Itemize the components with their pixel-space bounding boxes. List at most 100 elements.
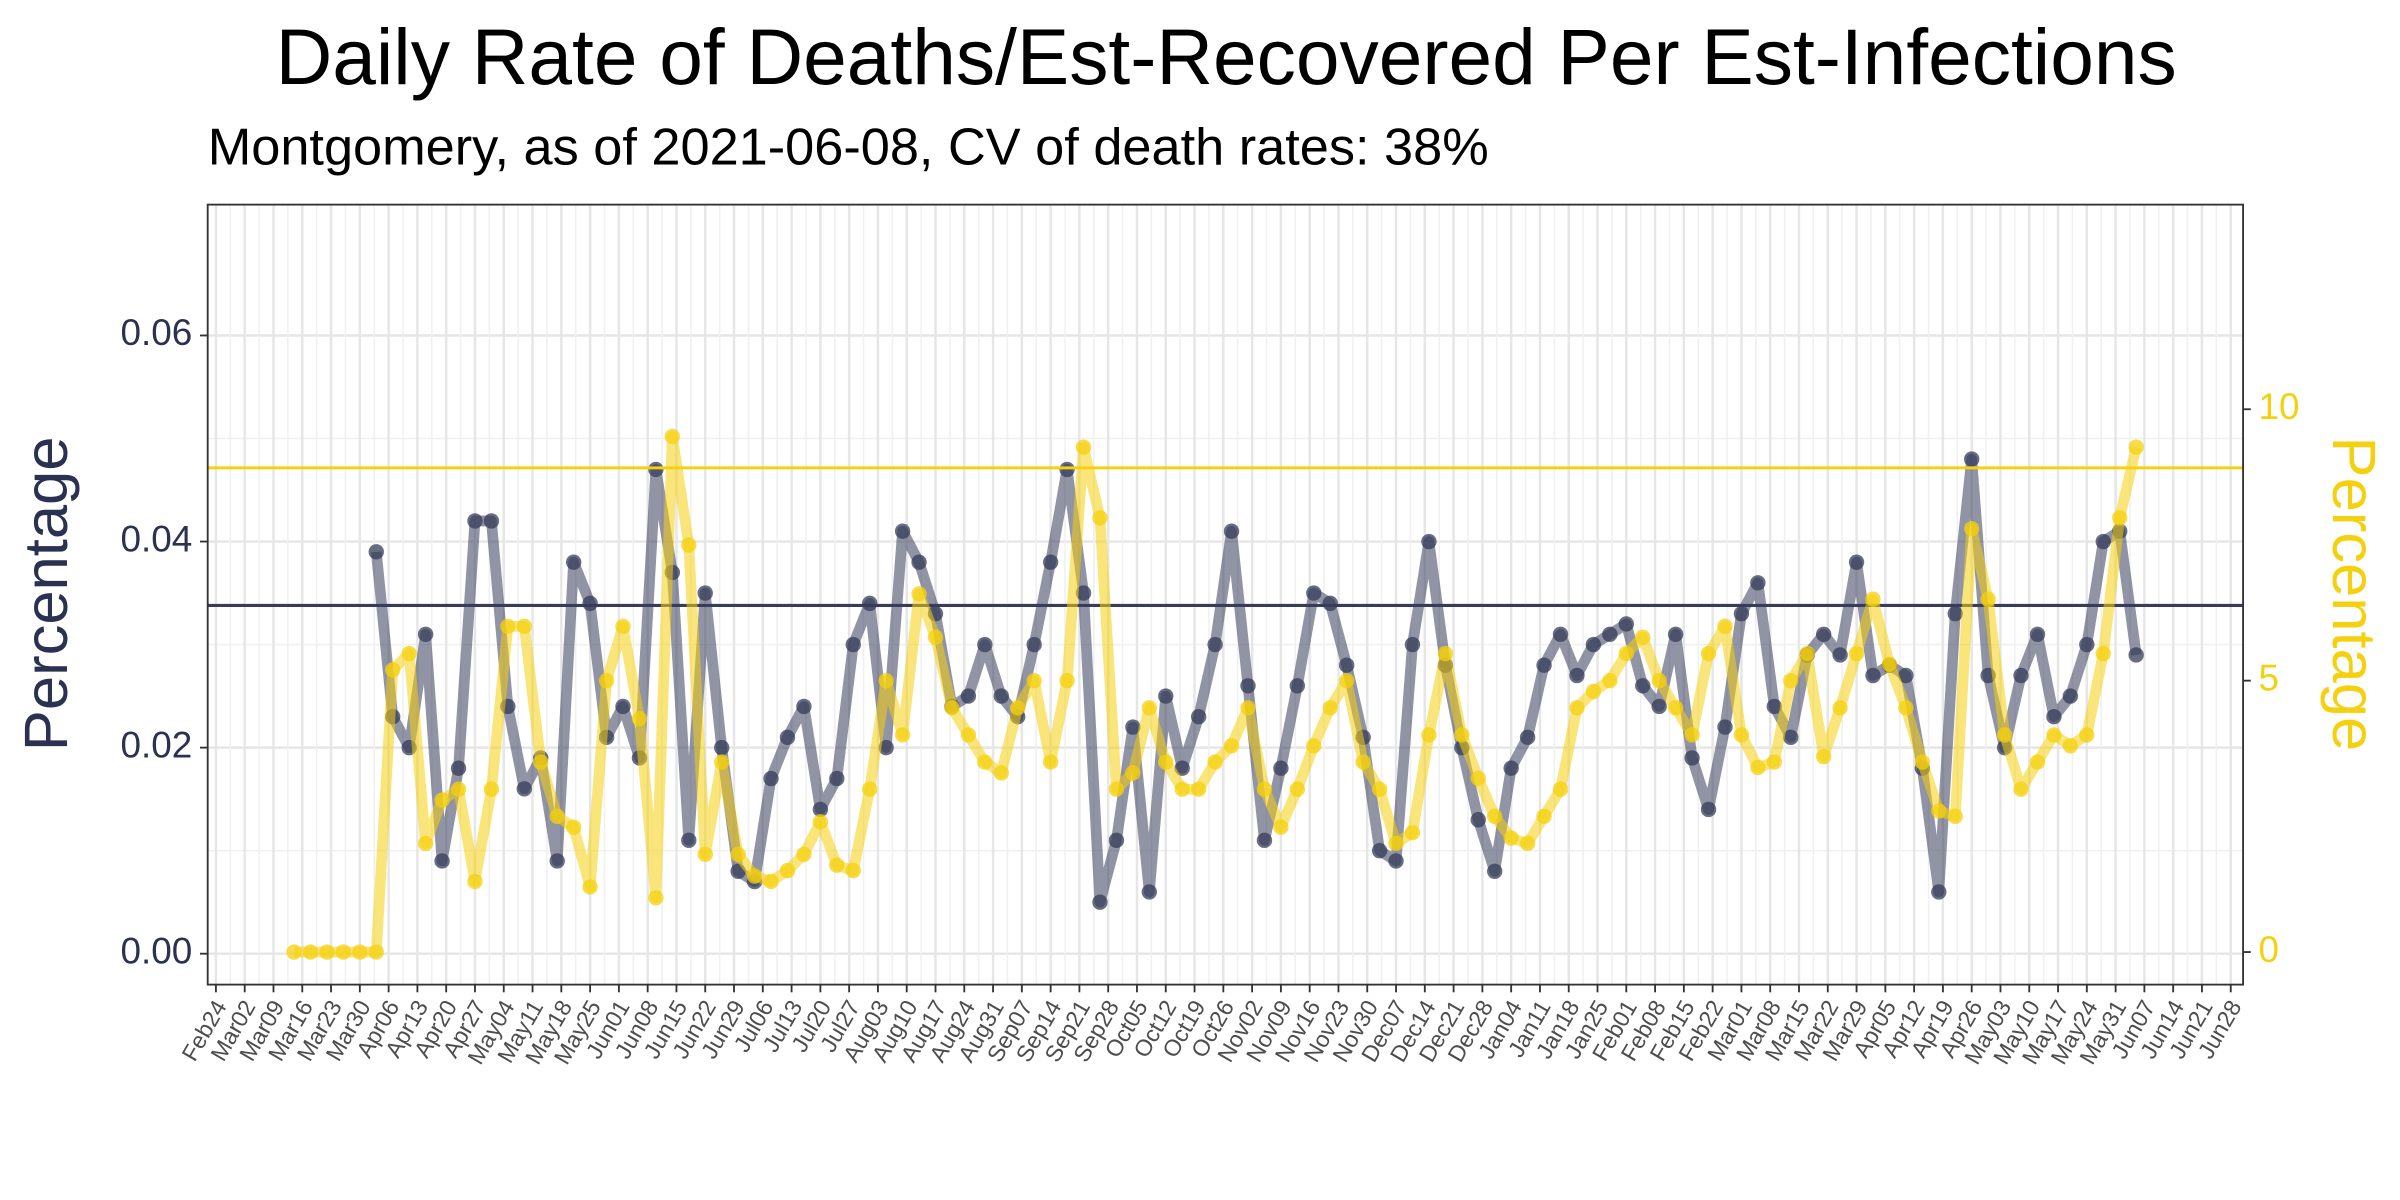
data-point [2095,645,2111,662]
data-point [1240,678,1256,694]
data-point [993,765,1009,781]
data-point [549,808,565,825]
data-point [1733,727,1750,743]
data-point [2046,709,2062,725]
data-point [681,832,697,849]
data-point [1042,554,1059,570]
data-point [1404,824,1421,841]
data-point [582,595,598,612]
data-point [1207,754,1223,770]
chart-title: Daily Rate of Deaths/Est-Recovered Per E… [276,13,2177,101]
data-point [1240,700,1256,716]
data-point [1141,700,1158,716]
data-point [2128,647,2144,663]
data-point [944,700,960,716]
data-point [1815,626,1832,642]
data-point [1092,894,1108,910]
data-point [368,544,384,560]
data-point [2046,727,2062,743]
data-point [467,513,483,529]
data-point [713,739,730,756]
data-point [631,710,648,727]
data-point [1026,672,1042,689]
data-point [417,626,434,642]
data-point [1766,698,1783,715]
data-point [385,662,401,678]
data-point [1223,523,1240,539]
data-point [1750,575,1766,591]
data-point [1635,678,1651,694]
data-point [993,688,1009,704]
data-point [1092,510,1108,526]
data-point [417,835,434,852]
data-point [1190,709,1207,725]
data-point [2079,636,2095,653]
y2-tick-label: 10 [2258,386,2299,427]
data-point [1371,842,1388,859]
grid [207,204,2244,985]
data-point [977,636,993,653]
data-point [1848,645,1865,662]
data-point [1503,760,1519,776]
data-point [2095,533,2111,550]
data-point [862,781,878,797]
data-point [927,629,944,645]
y-tick-label: 0.02 [120,724,192,765]
data-point [1355,754,1371,770]
data-point [681,537,697,553]
plot-border [206,203,2244,986]
data-point [1404,636,1421,653]
data-point [730,846,746,863]
data-point [1519,835,1536,852]
data-point [2013,781,2029,797]
data-point [2079,727,2095,743]
data-point [1388,835,1404,852]
data-point [1108,781,1125,797]
data-point [894,727,911,743]
data-point [1717,618,1733,635]
data-point [829,857,845,873]
data-point [1750,759,1766,776]
data-point [1437,645,1454,662]
data-point [2029,754,2046,770]
data-point [1783,672,1799,689]
chart-subtitle: Montgomery, as of 2021-06-08, CV of deat… [208,119,1489,177]
data-point [697,585,713,601]
data-point [1487,808,1503,825]
data-point [779,729,796,746]
data-point [450,781,467,797]
y2-tick-label: 0 [2258,929,2279,970]
data-point [1536,657,1552,673]
data-point [1898,700,1914,716]
data-point [1141,884,1158,900]
data-point [1996,727,2013,743]
data-point [1783,729,1799,746]
data-point [1552,626,1569,642]
data-point [1865,591,1881,607]
data-point [1815,748,1832,765]
data-point [1914,754,1931,770]
data-point [533,754,549,770]
data-point [812,801,829,818]
data-point [1602,672,1618,689]
data-point [1980,591,1996,607]
y-tick-label: 0.00 [120,930,192,971]
data-point [763,873,779,890]
data-point [565,819,582,835]
data-point [1947,808,1963,825]
data-point [911,554,927,570]
y-tick-label: 0.06 [120,312,192,353]
data-point [648,461,664,478]
data-point [1569,700,1585,716]
data-point [2013,667,2029,684]
data-point [1717,719,1733,735]
data-point [335,944,352,960]
data-point [319,944,335,960]
data-point [1158,754,1174,770]
data-point [664,428,681,445]
data-point [1289,678,1306,694]
data-point [1618,616,1634,632]
data-point [1273,760,1289,776]
data-point [1306,738,1322,754]
